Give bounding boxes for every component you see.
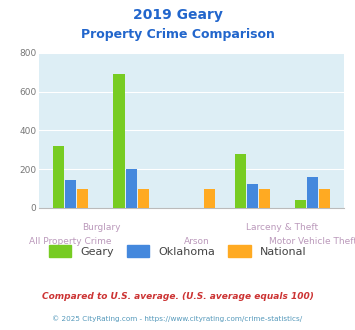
Bar [138,188,149,208]
Bar [295,200,306,208]
Bar [53,146,64,208]
Bar [77,188,88,208]
Bar [126,169,137,208]
Text: Compared to U.S. average. (U.S. average equals 100): Compared to U.S. average. (U.S. average … [42,292,313,301]
Bar [235,154,246,208]
Bar [65,180,76,208]
Bar [204,188,215,208]
Bar [259,188,270,208]
Text: Larceny & Theft: Larceny & Theft [246,223,318,232]
Text: © 2025 CityRating.com - https://www.cityrating.com/crime-statistics/: © 2025 CityRating.com - https://www.city… [53,315,302,322]
Text: Property Crime Comparison: Property Crime Comparison [81,28,274,41]
Text: All Property Crime: All Property Crime [29,237,112,246]
Text: Burglary: Burglary [82,223,120,232]
Bar [307,177,318,208]
Bar [247,184,258,208]
Text: Motor Vehicle Theft: Motor Vehicle Theft [269,237,355,246]
Text: Arson: Arson [184,237,210,246]
Bar [114,74,125,208]
Legend: Geary, Oklahoma, National: Geary, Oklahoma, National [45,242,310,260]
Text: 2019 Geary: 2019 Geary [132,8,223,22]
Bar [320,188,331,208]
